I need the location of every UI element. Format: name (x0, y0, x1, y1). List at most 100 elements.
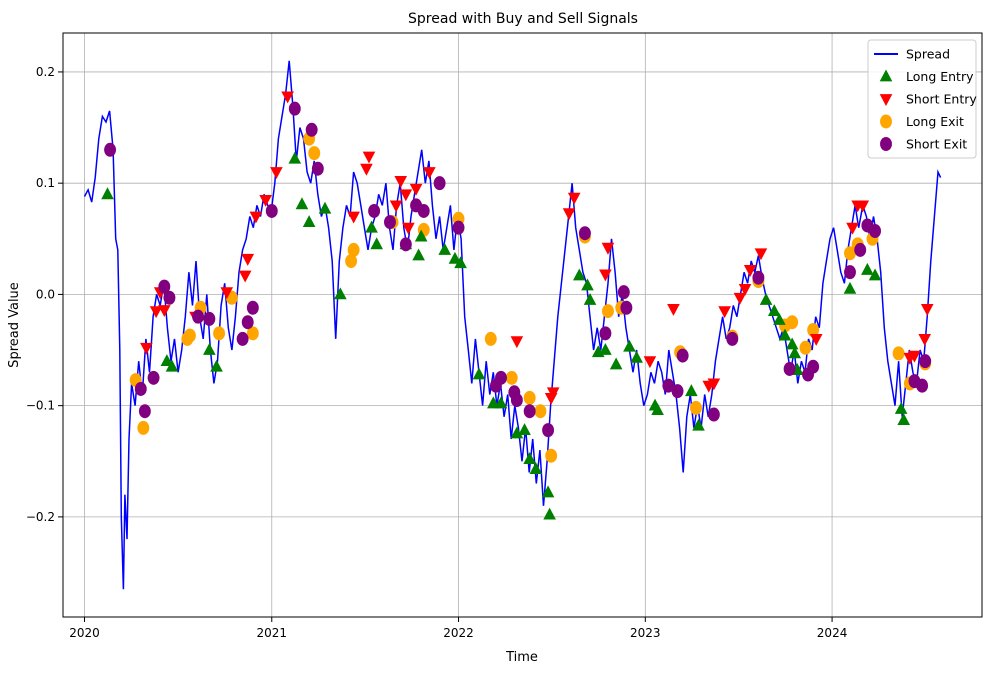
long-exit-marker (505, 370, 518, 385)
long-exit-marker (246, 326, 259, 341)
short-entry-marker (809, 334, 823, 346)
short-entry-marker (707, 378, 721, 391)
long-exit-marker (786, 315, 799, 330)
long-entry-marker (894, 401, 908, 414)
short-exit-marker (158, 279, 171, 294)
short-entry-marker (856, 200, 870, 213)
short-entry-marker (423, 167, 436, 180)
short-entry-marker (908, 350, 921, 363)
short-exit-marker (433, 176, 446, 191)
long-exit-marker (545, 448, 558, 463)
short-entry-marker (149, 306, 163, 319)
short-exit-marker (452, 220, 465, 235)
long-exit-marker (484, 331, 497, 346)
long-entry-marker (599, 343, 612, 355)
short-entry-marker (362, 151, 376, 164)
short-entry-marker (259, 194, 272, 207)
short-entry-marker (738, 283, 752, 296)
long-exit-marker (602, 304, 614, 319)
long-entry-marker (609, 357, 623, 370)
long-exit-marker (137, 420, 150, 435)
y-tick-label: 0.0 (36, 287, 55, 301)
short-entry-marker (733, 292, 747, 305)
long-entry-marker (288, 151, 302, 164)
short-entry-marker (389, 200, 403, 213)
long-entry-marker (572, 268, 586, 281)
short-exit-marker (163, 290, 176, 305)
short-entry-marker (241, 253, 255, 266)
legend-swatch-short-exit (880, 137, 892, 151)
short-entry-marker (158, 305, 171, 317)
legend: Spread Long Entry Short Entry Long Exit Shor… (867, 39, 977, 159)
short-entry-marker (643, 356, 657, 369)
short-entry-marker (743, 265, 757, 277)
short-entry-marker (347, 211, 360, 224)
short-entry-marker (238, 270, 252, 283)
x-axis-label: Time (505, 650, 538, 665)
short-exit-marker (384, 215, 396, 230)
y-tick-label: 0.2 (36, 65, 55, 79)
short-exit-marker (854, 242, 867, 257)
short-exit-marker (104, 142, 117, 157)
long-entry-marker (759, 292, 773, 305)
x-tick-label: 2020 (69, 626, 100, 640)
long-entry-marker (454, 256, 467, 269)
long-entry-marker (541, 485, 555, 498)
short-entry-marker (402, 222, 415, 235)
long-entry-marker (767, 304, 781, 316)
y-axis-label: Spread Value (7, 282, 22, 368)
long-entry-marker (651, 403, 664, 415)
short-exit-marker (138, 404, 151, 419)
x-tick-label: 2023 (630, 626, 661, 640)
long-entry-marker (785, 337, 799, 350)
short-exit-marker (783, 361, 796, 376)
legend-swatch-long-entry (879, 69, 893, 82)
short-exit-marker (192, 309, 205, 324)
short-exit-marker (399, 237, 412, 252)
legend-label-spread: Spread (906, 47, 950, 62)
short-exit-marker (707, 407, 720, 422)
short-exit-marker (671, 384, 684, 399)
long-entry-marker (203, 343, 216, 355)
short-exit-marker (523, 404, 536, 419)
long-entry-marker (494, 396, 508, 409)
short-entry-marker (546, 387, 560, 400)
short-exit-marker (542, 423, 555, 438)
long-exit-marker (523, 390, 536, 405)
short-exit-marker (288, 101, 301, 116)
short-entry-marker (249, 211, 263, 224)
short-entry-marker (562, 208, 576, 221)
long-entry-marker (370, 237, 383, 250)
short-entry-marker (510, 336, 524, 349)
plot-frame (62, 32, 983, 618)
x-tick-label: 2022 (443, 626, 474, 640)
grid (63, 33, 982, 617)
signal-markers (101, 91, 934, 520)
long-entry-marker (897, 413, 911, 426)
long-exit-marker (844, 246, 856, 261)
long-entry-marker (583, 292, 597, 305)
axis-ticks: 2020 2021 2022 2023 2024 −0.2 −0.1 0.0 0.1 0.2 (26, 65, 847, 640)
long-entry-marker (448, 251, 462, 264)
legend-swatch-long-exit (880, 114, 892, 129)
short-exit-marker (726, 331, 739, 346)
short-exit-marker (305, 122, 318, 137)
long-entry-marker (843, 281, 857, 294)
long-entry-marker (302, 215, 316, 228)
short-exit-marker (368, 203, 381, 218)
y-tick-label: −0.1 (26, 399, 55, 413)
long-entry-marker (861, 262, 874, 275)
short-exit-marker (620, 300, 633, 315)
long-entry-marker (581, 278, 594, 291)
short-exit-marker (236, 331, 249, 346)
short-entry-marker (754, 248, 768, 261)
long-entry-marker (101, 187, 114, 200)
long-entry-marker (210, 359, 223, 372)
short-entry-marker (270, 167, 283, 180)
short-exit-marker (676, 348, 689, 363)
long-exit-marker (347, 242, 360, 257)
long-entry-marker (165, 359, 179, 372)
short-exit-marker (203, 311, 216, 326)
legend-label-short-entry: Short Entry (906, 92, 977, 107)
x-tick-label: 2024 (817, 626, 848, 640)
